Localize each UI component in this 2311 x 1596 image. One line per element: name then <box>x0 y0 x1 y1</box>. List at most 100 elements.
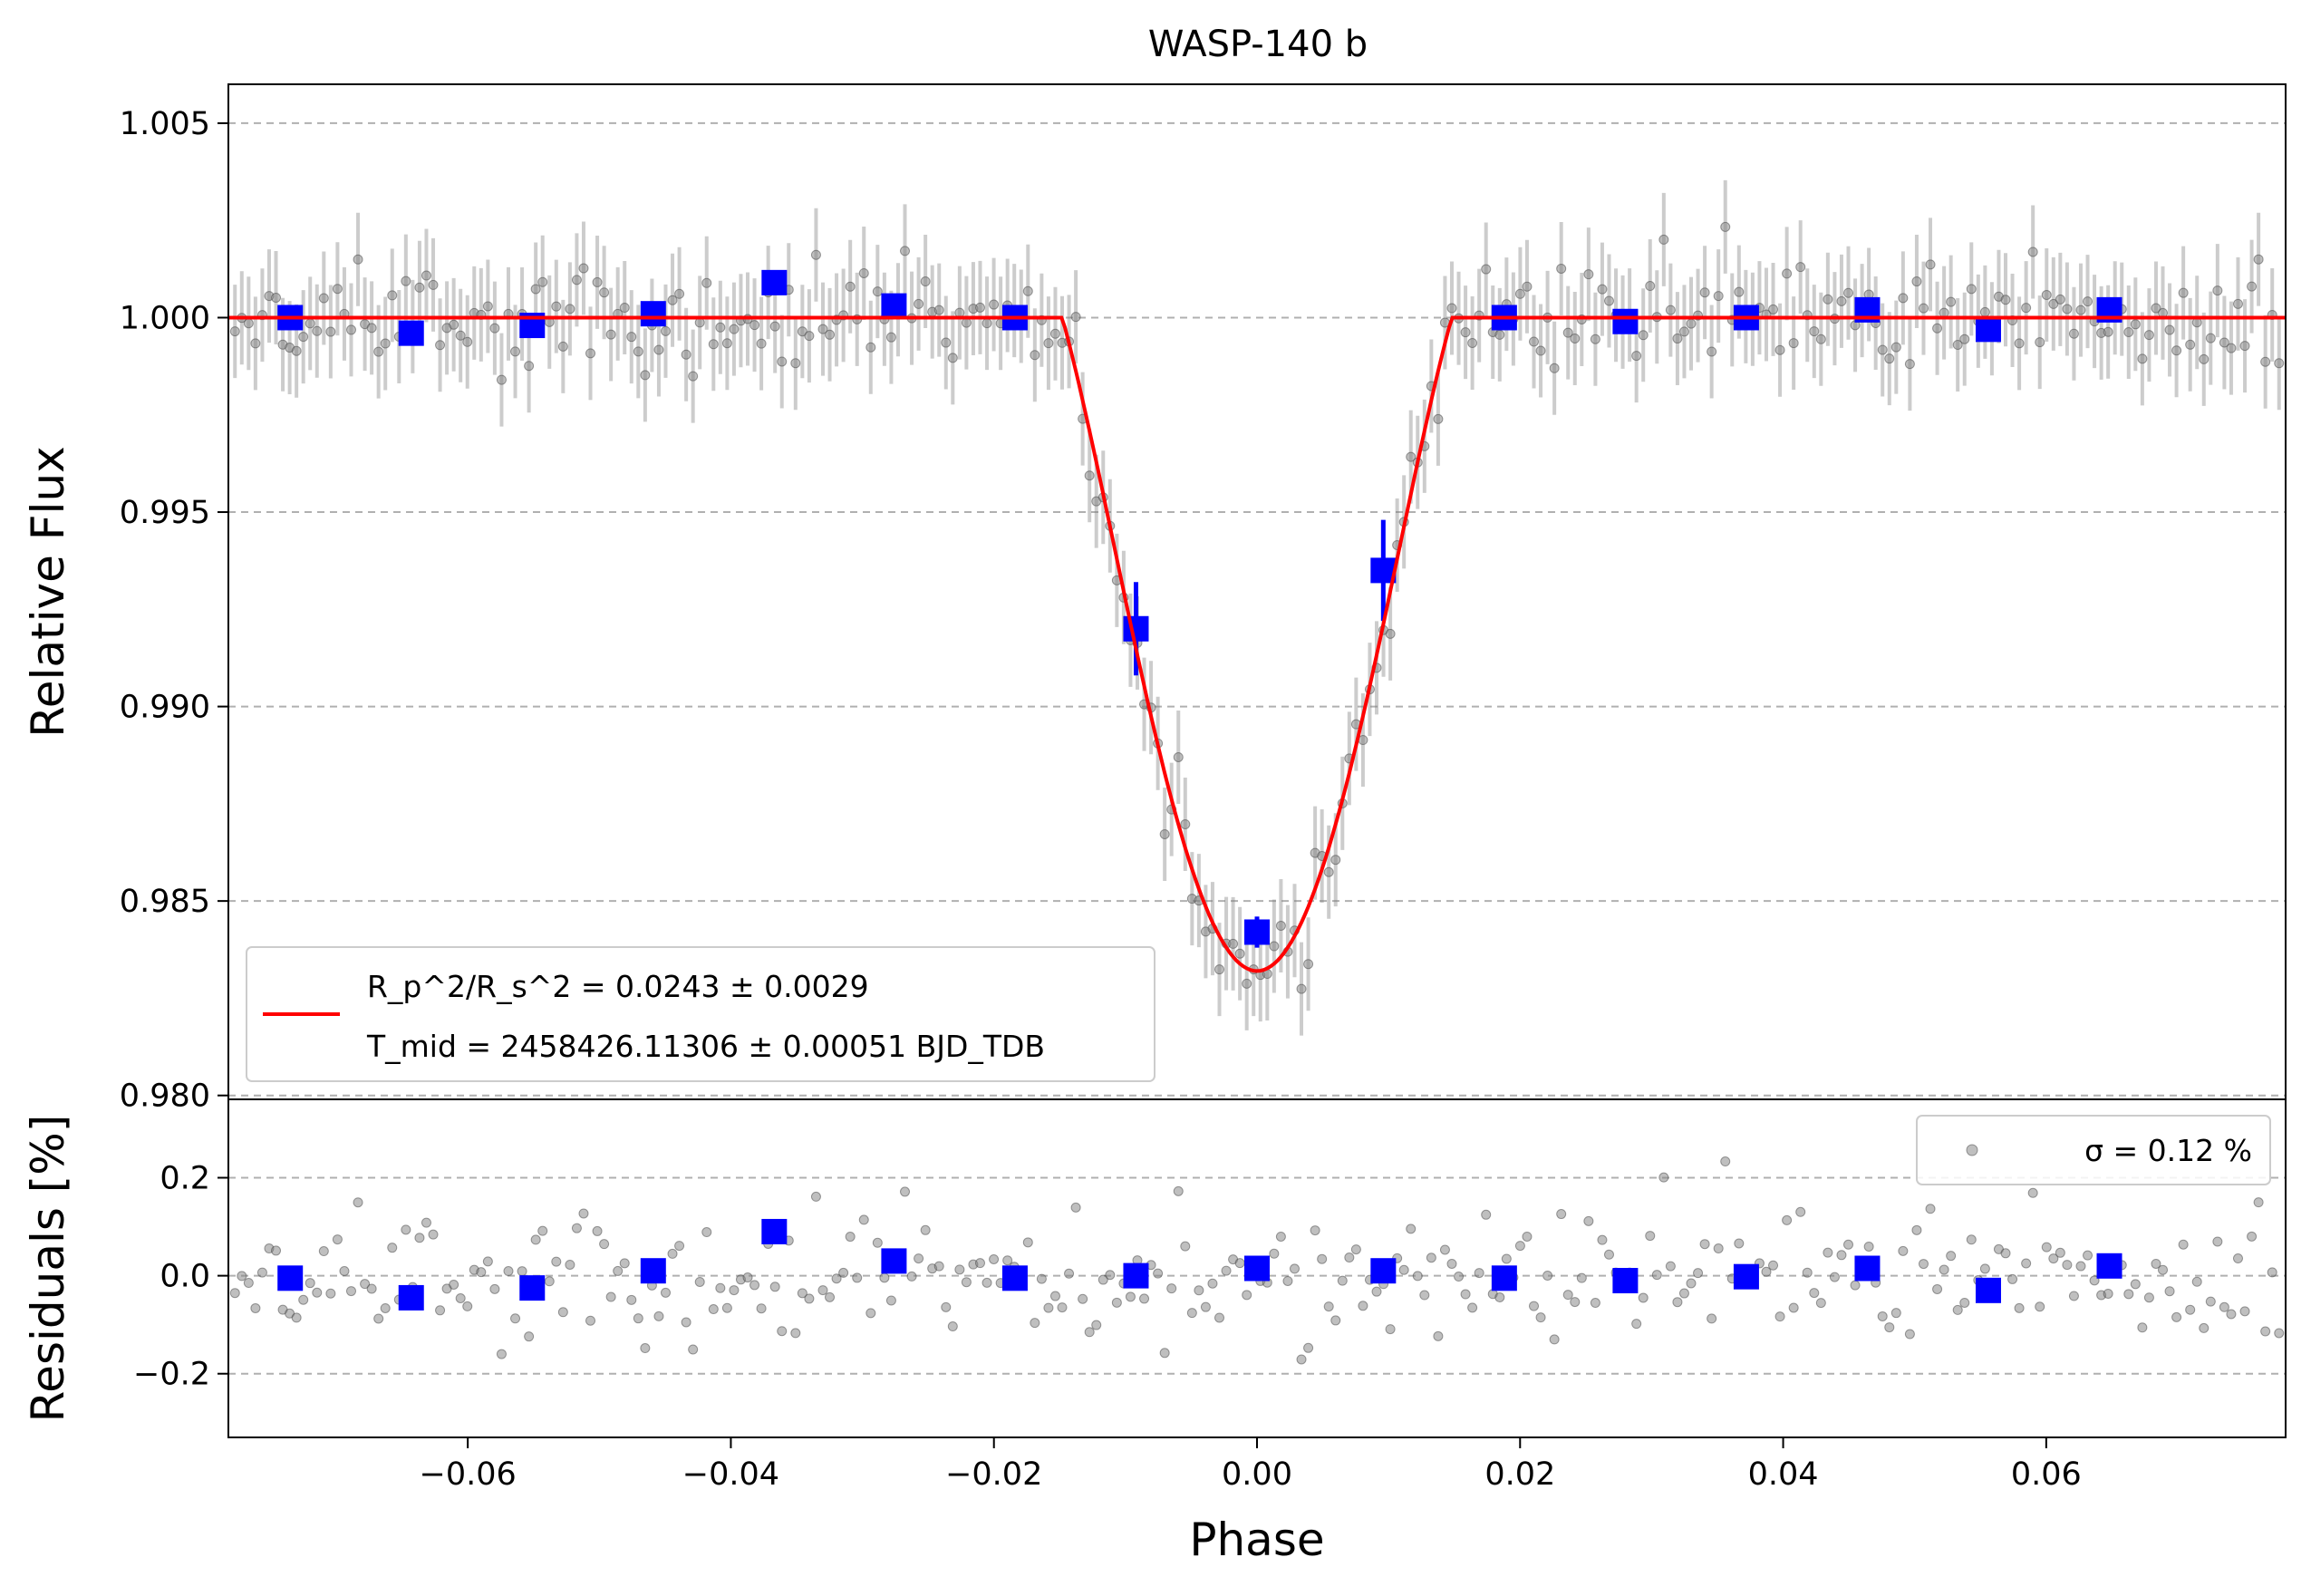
main-y-tick-label: 0.980 <box>120 1079 210 1115</box>
raw-point <box>1658 234 1669 245</box>
raw-residual-point <box>1932 1283 1943 1294</box>
raw-residual-point <box>2130 1279 2141 1290</box>
raw-point <box>900 246 911 256</box>
raw-point <box>777 356 788 367</box>
raw-residual-point <box>243 1278 254 1289</box>
raw-point <box>2123 327 2134 338</box>
raw-point <box>1877 344 1888 355</box>
raw-residual-point <box>633 1313 643 1324</box>
raw-residual-point <box>1474 1268 1484 1279</box>
raw-residual-point <box>1898 1245 1909 1256</box>
raw-residual-point <box>305 1278 315 1289</box>
raw-point <box>2103 326 2113 337</box>
raw-point <box>551 301 562 312</box>
raw-point <box>557 341 568 352</box>
transit-model-line <box>228 315 2286 973</box>
raw-residual-point <box>1310 1225 1320 1236</box>
raw-point <box>2260 356 2271 367</box>
binned-data-points <box>277 269 2122 948</box>
x-tick-label: 0.00 <box>1222 1456 1292 1493</box>
raw-residual-point <box>599 1239 610 1250</box>
raw-residual-point <box>2171 1311 2182 1322</box>
raw-point <box>708 339 719 350</box>
raw-residual-point <box>2158 1264 2169 1275</box>
raw-point <box>2000 295 2011 305</box>
raw-point <box>2048 298 2059 309</box>
raw-residual-point <box>1782 1214 1793 1225</box>
raw-residual-point <box>825 1291 836 1302</box>
raw-point <box>619 303 630 314</box>
raw-residual-point <box>605 1291 616 1302</box>
raw-point <box>914 298 924 309</box>
raw-point <box>1406 451 1417 462</box>
raw-point <box>592 276 603 287</box>
raw-residual-point <box>380 1302 391 1313</box>
raw-residual-point <box>271 1245 282 1256</box>
raw-residual-point <box>1043 1302 1054 1313</box>
raw-point <box>366 323 377 334</box>
raw-residual-point <box>2137 1322 2148 1333</box>
raw-point <box>1084 470 1095 481</box>
raw-point <box>1788 338 1799 349</box>
binned-residual-point <box>1123 1262 1149 1289</box>
raw-point <box>660 325 671 336</box>
raw-residual-point <box>1330 1315 1341 1326</box>
raw-residual-point <box>1686 1278 1697 1289</box>
x-tick-label: 0.02 <box>1484 1456 1555 1493</box>
raw-residual-point <box>449 1279 459 1290</box>
raw-residual-point <box>537 1225 548 1236</box>
raw-residual-point <box>756 1303 767 1314</box>
raw-residual-point <box>1645 1231 1656 1242</box>
binned-residual-point <box>1001 1265 1028 1291</box>
raw-point <box>715 322 726 333</box>
raw-residual-point <box>1556 1209 1567 1220</box>
binned-residual-point <box>1370 1258 1397 1284</box>
raw-residual-point <box>640 1343 651 1354</box>
raw-residual-point <box>2123 1289 2134 1300</box>
binned-point <box>1123 615 1149 642</box>
raw-residual-point <box>742 1272 753 1283</box>
raw-point <box>1686 318 1697 329</box>
raw-residual-point <box>1713 1243 1724 1254</box>
raw-point <box>1597 284 1608 295</box>
binned-residual-point <box>1975 1277 2001 1303</box>
raw-point <box>2083 296 2093 307</box>
raw-residual-point <box>1734 1238 1745 1249</box>
raw-point <box>1570 333 1581 343</box>
residuals-legend-box <box>1916 1115 2271 1185</box>
raw-point <box>974 302 985 313</box>
raw-residual-point <box>1426 1253 1436 1263</box>
raw-point <box>1214 964 1225 975</box>
raw-residual-point <box>1966 1234 1977 1245</box>
raw-residual-point <box>2205 1296 2216 1307</box>
x-tick-label: −0.06 <box>420 1456 517 1493</box>
raw-residual-point <box>1925 1204 1936 1214</box>
raw-residual-point <box>2274 1328 2285 1339</box>
raw-residual-point <box>1323 1301 1334 1312</box>
raw-point <box>1713 291 1724 302</box>
raw-point <box>2027 247 2038 257</box>
raw-residual-point <box>1761 1266 1772 1277</box>
raw-residual-point <box>2027 1187 2038 1198</box>
raw-point <box>2137 353 2148 364</box>
main-y-tick-label: 1.005 <box>120 106 210 142</box>
raw-residual-point <box>578 1208 589 1219</box>
raw-point <box>2130 319 2141 330</box>
raw-residual-point <box>455 1292 466 1303</box>
raw-point <box>858 267 869 278</box>
raw-residual-point <box>428 1229 439 1240</box>
raw-residual-point <box>373 1313 384 1324</box>
raw-residual-point <box>1125 1291 1136 1302</box>
raw-residual-point <box>1590 1298 1600 1309</box>
raw-residual-point <box>1350 1244 1361 1255</box>
raw-point <box>1946 296 1957 307</box>
raw-residual-point <box>1296 1354 1307 1365</box>
binned-residual-point <box>1491 1265 1517 1291</box>
raw-residual-point <box>804 1293 815 1304</box>
raw-residual-point <box>1091 1320 1102 1330</box>
raw-residual-point <box>592 1225 603 1236</box>
raw-point <box>667 295 678 305</box>
raw-residual-point <box>1631 1319 1642 1330</box>
raw-point <box>1234 948 1245 959</box>
raw-point <box>885 332 896 343</box>
